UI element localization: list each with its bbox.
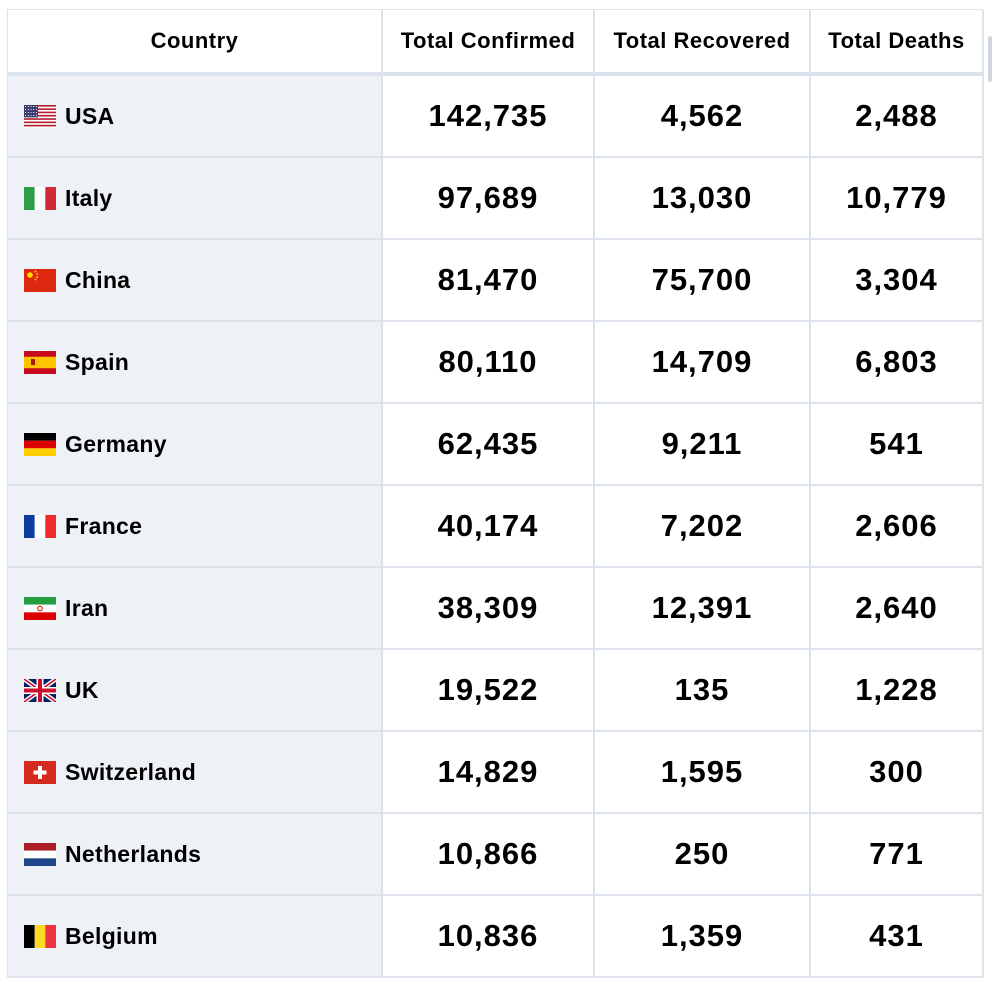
country-name: USA bbox=[65, 102, 115, 129]
total-confirmed-cell: 97,689 bbox=[382, 157, 595, 240]
header-total-recovered[interactable]: Total Recovered bbox=[594, 10, 811, 76]
country-name: UK bbox=[65, 676, 99, 703]
stats-table-container: Country Total Confirmed Total Recovered … bbox=[7, 9, 984, 978]
total-recovered-cell: 1,595 bbox=[594, 731, 811, 814]
total-deaths-cell: 1,228 bbox=[810, 649, 984, 732]
table-row-usa[interactable]: USA 142,735 4,562 2,488 bbox=[8, 74, 984, 158]
total-confirmed-cell: 38,309 bbox=[382, 567, 595, 650]
header-row: Country Total Confirmed Total Recovered … bbox=[8, 10, 984, 76]
country-cell: Belgium bbox=[8, 895, 383, 978]
table-row-spain[interactable]: Spain 80,110 14,709 6,803 bbox=[8, 321, 984, 404]
china-flag-icon bbox=[24, 268, 56, 292]
total-confirmed-cell: 142,735 bbox=[382, 74, 595, 158]
switzerland-flag-icon bbox=[24, 760, 56, 784]
total-deaths-cell: 3,304 bbox=[810, 239, 984, 322]
total-deaths-cell: 2,606 bbox=[810, 485, 984, 568]
table-row-china[interactable]: China 81,470 75,700 3,304 bbox=[8, 239, 984, 322]
total-recovered-cell: 1,359 bbox=[594, 895, 811, 978]
total-confirmed-cell: 62,435 bbox=[382, 403, 595, 486]
country-cell-content: Netherlands bbox=[24, 841, 381, 868]
total-deaths-cell: 431 bbox=[810, 895, 984, 978]
scrollbar-thumb[interactable] bbox=[988, 36, 992, 82]
country-name: Iran bbox=[65, 594, 109, 621]
table-row-switzerland[interactable]: Switzerland 14,829 1,595 300 bbox=[8, 731, 984, 814]
total-confirmed-cell: 10,836 bbox=[382, 895, 595, 978]
header-country[interactable]: Country bbox=[8, 10, 383, 76]
total-confirmed-cell: 10,866 bbox=[382, 813, 595, 896]
total-recovered-cell: 13,030 bbox=[594, 157, 811, 240]
country-cell-content: France bbox=[24, 513, 381, 540]
spain-flag-icon bbox=[24, 350, 56, 374]
belgium-flag-icon bbox=[24, 924, 56, 948]
total-deaths-cell: 541 bbox=[810, 403, 984, 486]
france-flag-icon bbox=[24, 514, 56, 538]
uk-flag-icon bbox=[24, 678, 56, 702]
country-cell-content: Spain bbox=[24, 349, 381, 376]
country-cell: France bbox=[8, 485, 383, 568]
country-name: Switzerland bbox=[65, 758, 197, 785]
table-row-uk[interactable]: UK 19,522 135 1,228 bbox=[8, 649, 984, 732]
netherlands-flag-icon bbox=[24, 842, 56, 866]
country-cell: Switzerland bbox=[8, 731, 383, 814]
country-cell-content: Germany bbox=[24, 431, 381, 458]
country-name: Germany bbox=[65, 430, 167, 457]
country-cell: UK bbox=[8, 649, 383, 732]
country-cell: Iran bbox=[8, 567, 383, 650]
table-row-italy[interactable]: Italy 97,689 13,030 10,779 bbox=[8, 157, 984, 240]
country-cell: Netherlands bbox=[8, 813, 383, 896]
total-deaths-cell: 10,779 bbox=[810, 157, 984, 240]
total-confirmed-cell: 81,470 bbox=[382, 239, 595, 322]
table-row-belgium[interactable]: Belgium 10,836 1,359 431 bbox=[8, 895, 984, 978]
total-recovered-cell: 12,391 bbox=[594, 567, 811, 650]
total-deaths-cell: 300 bbox=[810, 731, 984, 814]
country-cell: Italy bbox=[8, 157, 383, 240]
country-cell-content: China bbox=[24, 267, 381, 294]
header-total-deaths[interactable]: Total Deaths bbox=[810, 10, 984, 76]
table-body: USA 142,735 4,562 2,488 Italy 97,689 13,… bbox=[8, 74, 984, 978]
table-row-germany[interactable]: Germany 62,435 9,211 541 bbox=[8, 403, 984, 486]
usa-flag-icon bbox=[24, 104, 56, 128]
total-confirmed-cell: 40,174 bbox=[382, 485, 595, 568]
total-recovered-cell: 7,202 bbox=[594, 485, 811, 568]
country-cell-content: UK bbox=[24, 677, 381, 704]
total-deaths-cell: 2,640 bbox=[810, 567, 984, 650]
table-header: Country Total Confirmed Total Recovered … bbox=[8, 10, 984, 76]
total-confirmed-cell: 14,829 bbox=[382, 731, 595, 814]
country-cell-content: Switzerland bbox=[24, 759, 381, 786]
country-cell: USA bbox=[8, 74, 383, 158]
header-total-confirmed[interactable]: Total Confirmed bbox=[382, 10, 595, 76]
country-cell: Germany bbox=[8, 403, 383, 486]
country-name: Netherlands bbox=[65, 840, 202, 867]
country-name: Spain bbox=[65, 348, 130, 375]
germany-flag-icon bbox=[24, 432, 56, 456]
table-row-netherlands[interactable]: Netherlands 10,866 250 771 bbox=[8, 813, 984, 896]
country-name: China bbox=[65, 266, 131, 293]
country-cell-content: Belgium bbox=[24, 923, 381, 950]
total-deaths-cell: 771 bbox=[810, 813, 984, 896]
total-recovered-cell: 75,700 bbox=[594, 239, 811, 322]
country-cell-content: USA bbox=[24, 103, 381, 130]
country-cell: Spain bbox=[8, 321, 383, 404]
country-name: Belgium bbox=[65, 922, 158, 949]
total-deaths-cell: 6,803 bbox=[810, 321, 984, 404]
italy-flag-icon bbox=[24, 186, 56, 210]
total-recovered-cell: 135 bbox=[594, 649, 811, 732]
total-recovered-cell: 14,709 bbox=[594, 321, 811, 404]
table-row-france[interactable]: France 40,174 7,202 2,606 bbox=[8, 485, 984, 568]
total-recovered-cell: 9,211 bbox=[594, 403, 811, 486]
table-row-iran[interactable]: Iran 38,309 12,391 2,640 bbox=[8, 567, 984, 650]
country-cell: China bbox=[8, 239, 383, 322]
country-cell-content: Italy bbox=[24, 185, 381, 212]
total-recovered-cell: 250 bbox=[594, 813, 811, 896]
total-recovered-cell: 4,562 bbox=[594, 74, 811, 158]
total-confirmed-cell: 80,110 bbox=[382, 321, 595, 404]
total-confirmed-cell: 19,522 bbox=[382, 649, 595, 732]
iran-flag-icon bbox=[24, 596, 56, 620]
country-name: Italy bbox=[65, 184, 113, 211]
country-stats-table: Country Total Confirmed Total Recovered … bbox=[8, 10, 984, 978]
country-cell-content: Iran bbox=[24, 595, 381, 622]
total-deaths-cell: 2,488 bbox=[810, 74, 984, 158]
country-name: France bbox=[65, 512, 143, 539]
